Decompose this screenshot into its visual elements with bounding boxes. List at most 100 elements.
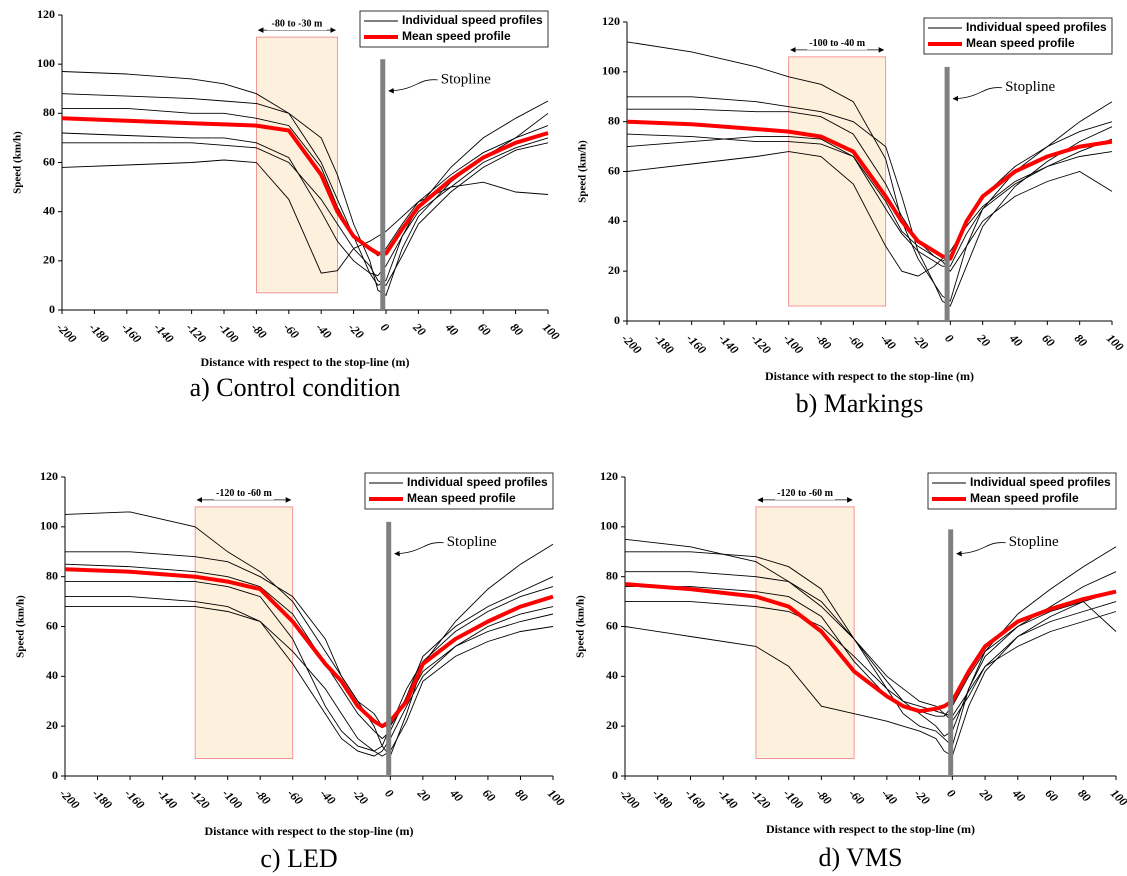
caption: a) Control condition [190, 373, 401, 402]
highlight-label-bg [807, 37, 868, 50]
individual-profile [626, 133, 1113, 272]
highlight-label-bg [266, 18, 327, 31]
individual-profile [626, 136, 1113, 267]
x-tick-label: -140 [155, 786, 180, 811]
stopline-label: Stopline [1005, 79, 1055, 95]
individual-profile [65, 606, 554, 757]
x-tick-label: 60 [480, 786, 498, 804]
y-tick-label: 20 [46, 718, 58, 732]
x-tick-label: -160 [684, 331, 709, 356]
x-tick-label: -180 [86, 320, 111, 345]
x-tick-label: 100 [1108, 786, 1127, 809]
x-tick-label: 20 [410, 319, 429, 338]
x-axis-label: Distance with respect to the stop-line (… [765, 369, 974, 383]
legend-label: Individual speed profiles [402, 13, 543, 27]
y-tick-label: 120 [600, 469, 618, 483]
highlight-label: -120 to -60 m [777, 488, 833, 499]
x-tick-label: 0 [944, 786, 958, 800]
x-tick-label: -100 [781, 331, 806, 356]
x-tick-label: -80 [813, 331, 834, 352]
x-tick-label: 60 [475, 320, 493, 338]
y-tick-label: 100 [602, 64, 620, 78]
highlight-region [755, 506, 855, 759]
legend-box [359, 10, 549, 48]
x-tick-label: -180 [651, 331, 676, 356]
highlight-region [788, 56, 887, 307]
stopline-arrow [388, 79, 438, 94]
x-tick-label: -140 [715, 786, 740, 811]
legend-box [927, 472, 1117, 510]
y-axis-label: Speed (km/h) [12, 131, 24, 194]
x-tick-label: -160 [119, 320, 144, 345]
y-tick-label: 20 [608, 263, 620, 277]
x-tick-label: -80 [813, 786, 834, 807]
individual-profile [61, 132, 549, 277]
x-tick-label: -120 [748, 786, 773, 811]
x-tick-label: -40 [879, 786, 900, 807]
x-tick-label: -200 [619, 331, 644, 356]
individual-profile [64, 563, 554, 740]
mean-profile [61, 116, 549, 256]
y-tick-label: 40 [608, 213, 620, 227]
y-tick-label: 60 [46, 618, 58, 632]
mean-profile [624, 582, 1117, 714]
individual-profile [624, 538, 1117, 722]
individual-profile [626, 138, 1113, 277]
stopline-arrow [952, 87, 1003, 102]
x-tick-label: -20 [350, 786, 371, 807]
x-tick-label: 0 [942, 331, 956, 345]
x-tick-label: -80 [252, 786, 273, 807]
caption: b) Markings [796, 389, 924, 418]
individual-profile [624, 601, 1117, 757]
y-axis-label: Speed (km/h) [15, 595, 27, 658]
individual-profile [65, 581, 554, 752]
x-tick-label: -80 [248, 320, 269, 341]
x-axis-label: Distance with respect to the stop-line (… [200, 355, 409, 369]
stopline-arrow [956, 542, 1006, 557]
stopline-label: Stopline [1009, 534, 1059, 550]
stopline-arrow [394, 542, 444, 557]
x-tick-label: 80 [512, 786, 530, 804]
x-tick-label: -120 [748, 331, 773, 356]
x-tick-label: -60 [845, 331, 866, 352]
x-tick-label: -140 [151, 320, 176, 345]
individual-profile [627, 108, 1113, 262]
x-tick-label: -60 [285, 786, 306, 807]
x-tick-label: -20 [912, 786, 933, 807]
legend-label: Mean speed profile [407, 491, 516, 505]
y-tick-label: 100 [40, 519, 58, 533]
x-tick-label: 20 [976, 785, 995, 804]
x-axis-label: Distance with respect to the stop-line (… [204, 824, 413, 838]
x-tick-label: 20 [974, 330, 993, 349]
y-tick-label: 40 [46, 668, 58, 682]
y-tick-label: 60 [606, 618, 618, 632]
x-tick-label: 20 [414, 785, 433, 804]
x-tick-label: -180 [89, 786, 114, 811]
legend-label: Mean speed profile [402, 29, 511, 43]
y-tick-label: 80 [43, 105, 55, 119]
x-tick-label: -60 [846, 786, 867, 807]
x-tick-label: 60 [1039, 331, 1057, 349]
x-tick-label: -120 [184, 320, 209, 345]
highlight-label: -80 to -30 m [271, 18, 322, 29]
y-tick-label: 20 [606, 718, 618, 732]
x-tick-label: -40 [317, 786, 338, 807]
x-tick-label: 100 [540, 320, 563, 343]
x-tick-label: -160 [682, 786, 707, 811]
individual-profile [627, 96, 1113, 307]
y-tick-label: 0 [52, 768, 58, 782]
stopline-label: Stopline [447, 534, 497, 550]
mean-profile [64, 567, 554, 729]
individual-profile [625, 601, 1117, 717]
x-tick-label: -100 [220, 786, 245, 811]
x-tick-label: -100 [216, 320, 241, 345]
y-tick-label: 100 [37, 56, 55, 70]
x-tick-label: 40 [1006, 330, 1025, 349]
highlight-label-bg [213, 487, 274, 500]
highlight-region [194, 506, 294, 759]
x-tick-label: -160 [122, 786, 147, 811]
legend-label: Mean speed profile [966, 36, 1075, 50]
